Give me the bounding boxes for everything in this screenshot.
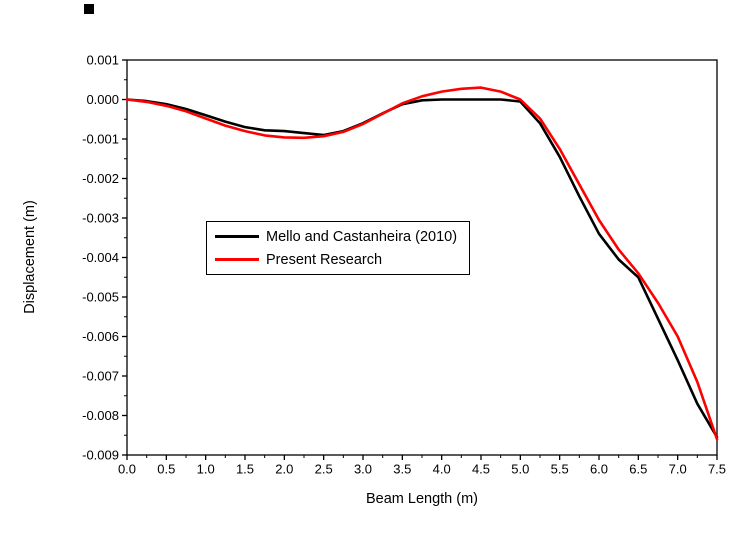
svg-text:7.0: 7.0 [669,462,687,477]
svg-text:6.5: 6.5 [629,462,647,477]
svg-text:7.5: 7.5 [708,462,726,477]
legend-line-swatch-black [215,235,259,238]
svg-text:-0.006: -0.006 [82,329,119,344]
svg-text:0.5: 0.5 [157,462,175,477]
svg-text:3.5: 3.5 [393,462,411,477]
svg-text:3.0: 3.0 [354,462,372,477]
svg-text:-0.001: -0.001 [82,132,119,147]
svg-text:-0.005: -0.005 [82,290,119,305]
svg-text:-0.009: -0.009 [82,448,119,463]
legend-label: Present Research [266,251,383,268]
svg-text:2.0: 2.0 [275,462,293,477]
x-axis-title: Beam Length (m) [365,491,479,507]
svg-text:0.001: 0.001 [86,53,119,68]
legend: Mello and Castanheira (2010) Present Res… [206,221,471,275]
selection-handle-icon [84,4,94,14]
svg-text:-0.002: -0.002 [82,171,119,186]
svg-text:0.0: 0.0 [118,462,136,477]
svg-text:4.5: 4.5 [472,462,490,477]
svg-text:-0.003: -0.003 [82,211,119,226]
svg-text:-0.008: -0.008 [82,408,119,423]
svg-text:-0.007: -0.007 [82,369,119,384]
svg-text:1.0: 1.0 [197,462,215,477]
legend-line-swatch-red [215,258,259,261]
legend-item: Present Research [215,248,457,271]
svg-text:4.0: 4.0 [433,462,451,477]
y-axis-title: Displacement (m) [22,200,38,314]
legend-item: Mello and Castanheira (2010) [215,225,457,248]
svg-text:2.5: 2.5 [315,462,333,477]
svg-text:0.000: 0.000 [86,92,119,107]
legend-label: Mello and Castanheira (2010) [266,228,458,245]
svg-text:5.0: 5.0 [511,462,529,477]
svg-text:5.5: 5.5 [551,462,569,477]
svg-text:-0.004: -0.004 [82,250,119,265]
svg-text:1.5: 1.5 [236,462,254,477]
svg-text:6.0: 6.0 [590,462,608,477]
